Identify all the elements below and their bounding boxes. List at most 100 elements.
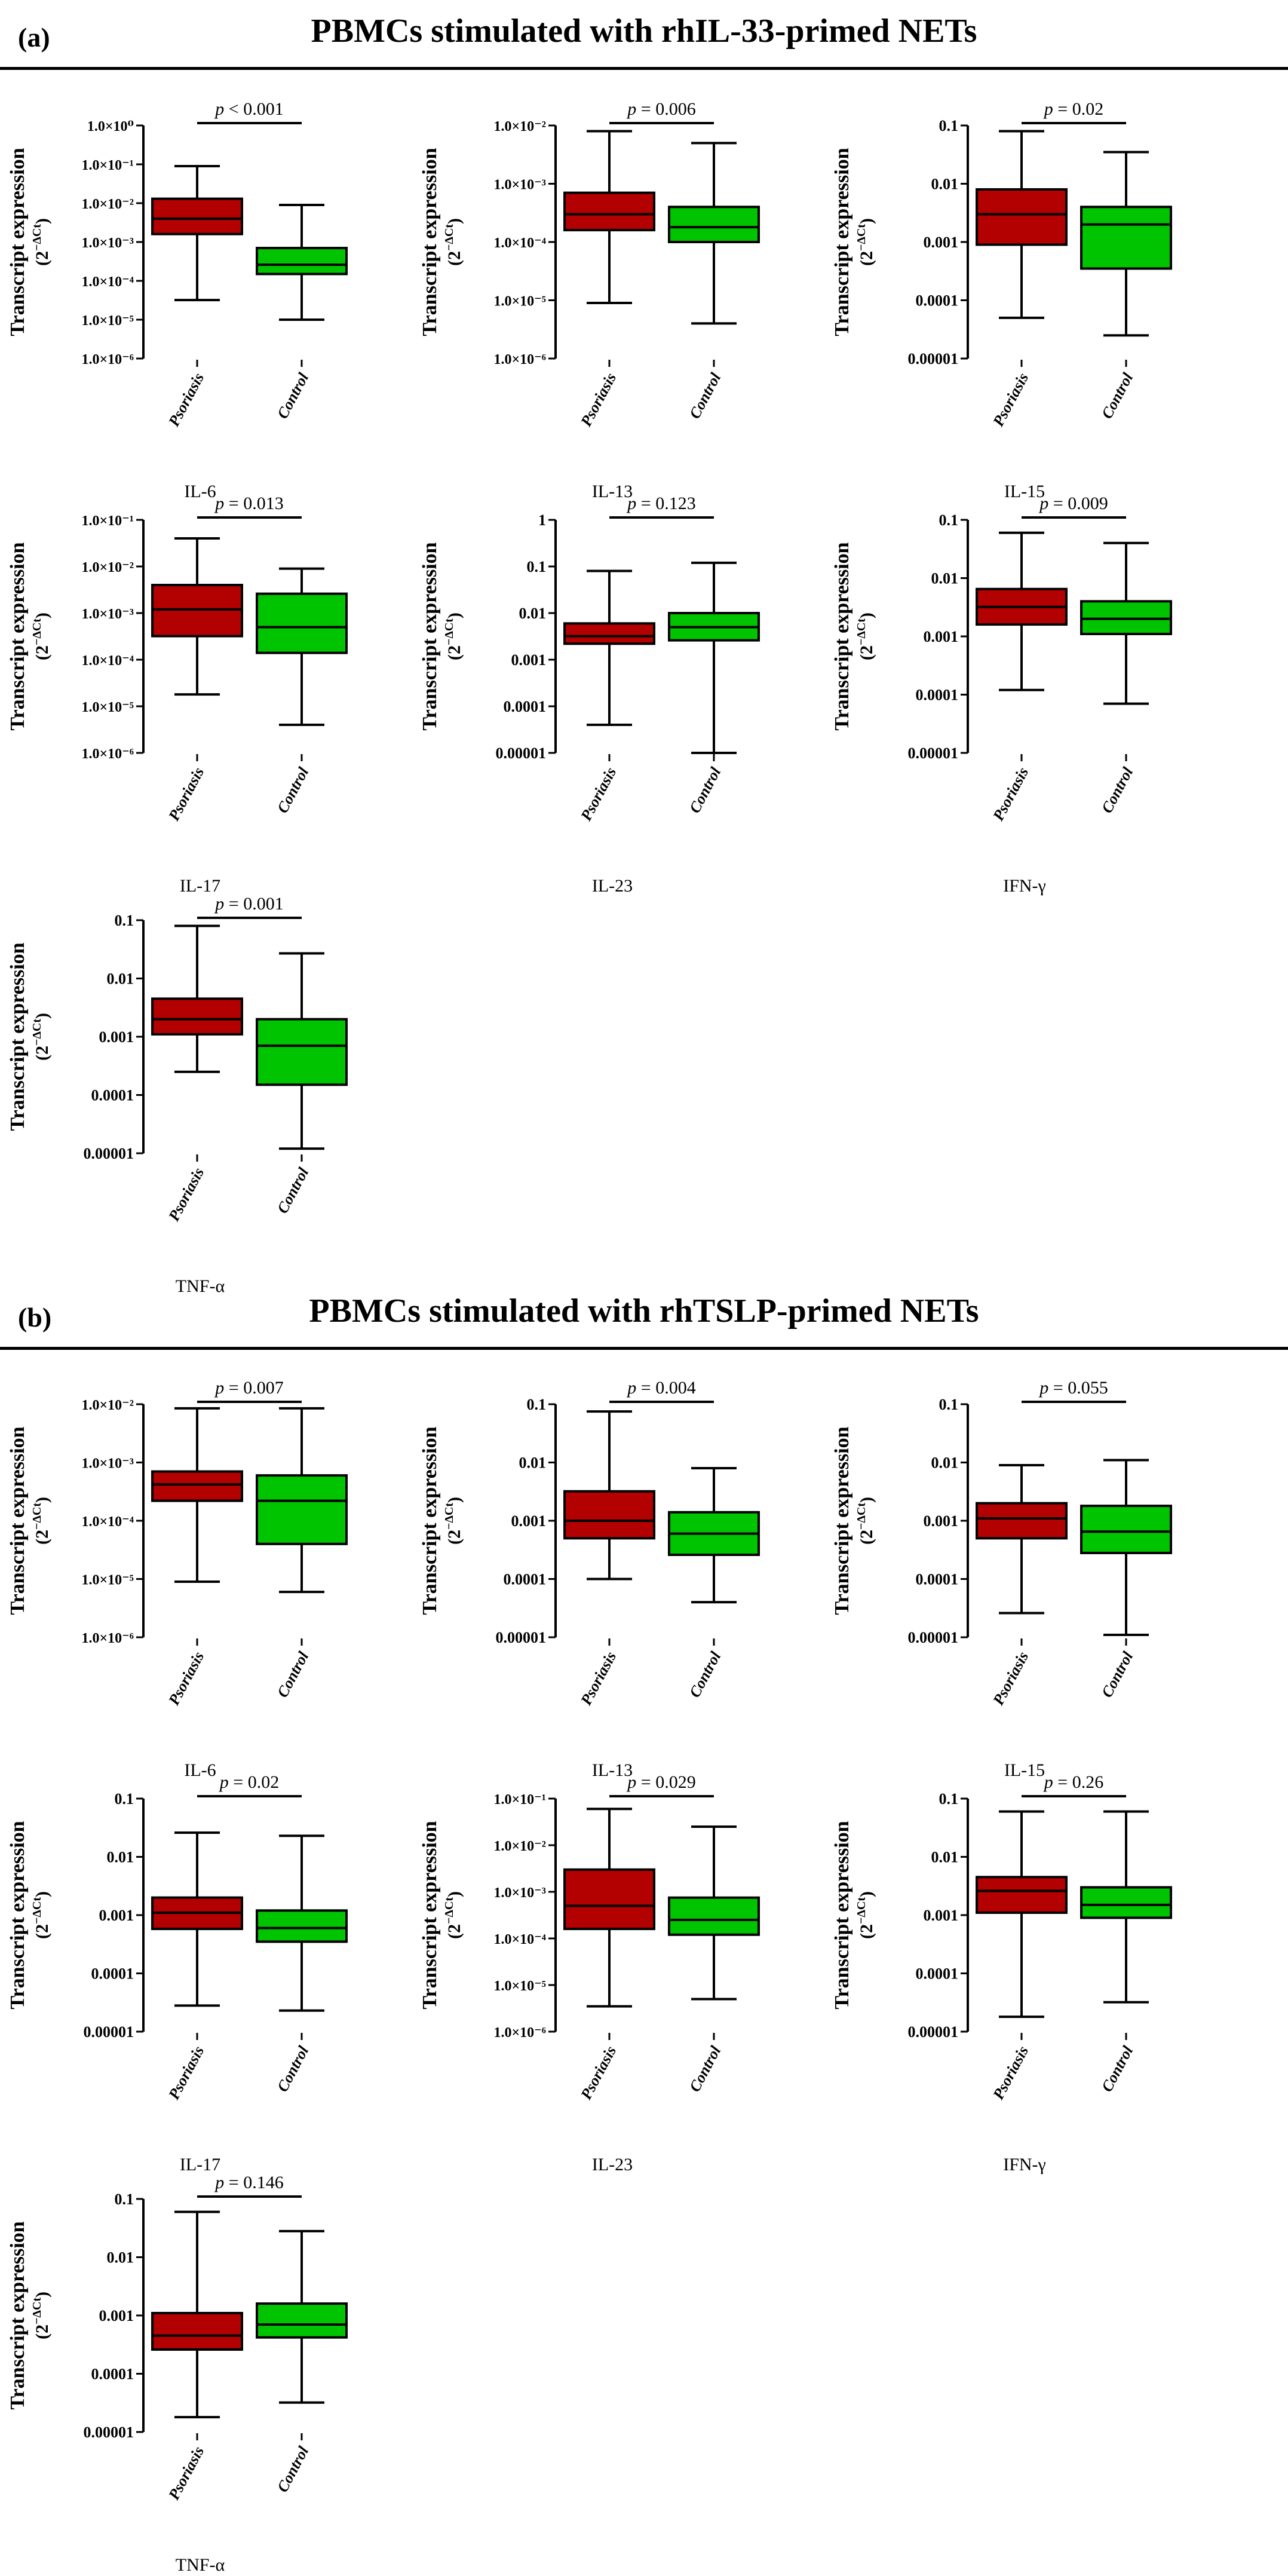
control-box [256, 1018, 348, 1086]
y-tick-label: 1.0×10⁻¹ [81, 158, 134, 173]
control-box [256, 1909, 348, 1943]
y-axis-title: Transcript expression [831, 1426, 853, 1615]
y-axis-formula-close: ) [32, 1891, 52, 1897]
y-tick-label: 1.0×10⁻⁶ [493, 2025, 546, 2041]
y-axis-formula-base: (2 [444, 645, 464, 660]
y-axis-formula-exp: −ΔCt [443, 618, 456, 645]
p-value-label: p = 0.146 [214, 2173, 283, 2192]
chart-b-il-23: 1.0×10⁻¹ 1.0×10⁻² 1.0×10⁻³ 1.0×10⁻⁴ 1.0×10⁻⁵… [419, 1772, 760, 2174]
y-tick-label: 1.0×10⁻¹ [493, 1792, 546, 1808]
y-tick-label: 1.0×10⁻³ [81, 235, 134, 251]
chart-a-il-17: 1.0×10⁻¹ 1.0×10⁻² 1.0×10⁻³ 1.0×10⁻⁴ 1.0×10⁻⁵… [7, 494, 348, 896]
x-axis-title: IL-6 [184, 482, 216, 501]
chart-a-il-15: 0.1 0.01 0.001 0.0001 0.00001 Transcript expr… [831, 99, 1172, 501]
y-axis-formula-close: ) [32, 1497, 52, 1503]
y-axis-formula-base: (2 [32, 2324, 52, 2339]
psoriasis-box [563, 622, 655, 645]
y-axis-formula-base: (2 [32, 251, 52, 266]
control-x-label: Control [1098, 1649, 1137, 1701]
psoriasis-box [151, 197, 243, 235]
y-axis-formula: (2−ΔCt) [443, 1497, 464, 1545]
control-box [256, 247, 348, 275]
control-box [256, 2302, 348, 2339]
control-box [1080, 1886, 1172, 1919]
y-tick-label: 1.0×10⁻⁵ [493, 1978, 546, 1994]
y-tick-label: 1.0×10⁻⁴ [493, 1932, 546, 1947]
y-axis-formula: (2−ΔCt) [855, 1891, 876, 1939]
panel-a-letter: (a) [18, 22, 50, 53]
y-tick-label: 1.0×10⁻⁵ [81, 313, 134, 329]
y-axis-title: Transcript expression [419, 542, 441, 730]
chart-a-il-13: 1.0×10⁻² 1.0×10⁻³ 1.0×10⁻⁴ 1.0×10⁻⁵ 1.0×10⁻⁶… [419, 99, 760, 501]
x-axis-title: IL-15 [1004, 482, 1045, 501]
y-axis-formula: (2−ΔCt) [30, 1891, 52, 1939]
p-value-label: p < 0.001 [214, 99, 283, 119]
p-value-label: p = 0.007 [214, 1378, 283, 1398]
y-axis-formula-close: ) [444, 1497, 464, 1503]
y-tick-label: 0.001 [511, 1512, 547, 1530]
y-axis-formula: (2−ΔCt) [30, 1013, 52, 1061]
y-axis-title: Transcript expression [7, 148, 29, 336]
y-axis-formula-close: ) [32, 218, 52, 224]
y-tick-label: 1.0×10⁰ [87, 119, 134, 134]
y-tick-label: 1.0×10⁻³ [493, 1885, 546, 1901]
y-tick-label: 0.01 [931, 1849, 959, 1866]
y-axis-formula: (2−ΔCt) [30, 612, 52, 660]
y-axis-title: Transcript expression [7, 1426, 29, 1615]
control-box [1080, 600, 1172, 635]
psoriasis-x-label: Psoriasis [989, 764, 1032, 824]
y-axis-formula-base: (2 [32, 1924, 52, 1939]
y-axis-formula-exp: −ΔCt [443, 224, 456, 251]
y-axis-title: Transcript expression [831, 1821, 853, 2009]
y-tick-label: 1.0×10⁻⁶ [493, 352, 546, 367]
p-value-symbol: p [1043, 99, 1053, 119]
y-tick-label: 0.001 [99, 2307, 134, 2324]
psoriasis-box [976, 1502, 1068, 1540]
p-value-text: = 0.123 [636, 494, 695, 513]
psoriasis-box [976, 1876, 1068, 1914]
chart-b-il-15: 0.1 0.01 0.001 0.0001 0.00001 Transcript expr… [831, 1378, 1172, 1780]
y-tick-label: 0.0001 [916, 1965, 959, 1983]
y-axis-formula-base: (2 [444, 1924, 464, 1939]
y-axis-title: Transcript expression [419, 148, 441, 336]
x-axis-title: IFN-γ [1003, 2155, 1046, 2174]
y-axis-formula-base: (2 [857, 645, 876, 660]
p-value-text: = 0.013 [224, 494, 283, 513]
control-x-label: Control [274, 764, 312, 816]
p-value-text: = 0.009 [1048, 494, 1108, 513]
panel-b-title: PBMCs stimulated with rhTSLP-primed NETs [309, 1292, 979, 1330]
control-box [1080, 1505, 1172, 1554]
y-axis-formula: (2−ΔCt) [30, 218, 52, 266]
p-value-symbol: p [214, 2173, 224, 2192]
y-axis-title: Transcript expression [831, 148, 853, 336]
psoriasis-x-label: Psoriasis [577, 2043, 620, 2103]
y-tick-label: 0.00001 [908, 745, 959, 762]
x-axis-title: IL-13 [592, 482, 633, 501]
y-axis-formula: (2−ΔCt) [855, 218, 876, 266]
y-tick-label: 1.0×10⁻⁴ [81, 653, 134, 669]
y-tick-label: 0.01 [107, 970, 134, 988]
y-axis-formula-exp: −ΔCt [30, 1897, 44, 1924]
y-tick-label: 0.001 [511, 651, 547, 669]
y-tick-label: 1.0×10⁻³ [493, 177, 546, 193]
y-axis-formula: (2−ΔCt) [443, 612, 464, 660]
psoriasis-box [151, 2311, 243, 2351]
y-axis-formula-close: ) [857, 218, 876, 224]
y-axis-formula-close: ) [444, 218, 464, 224]
p-value-symbol: p [214, 894, 224, 914]
y-axis-title: Transcript expression [7, 2221, 29, 2409]
panel-a-title: PBMCs stimulated with rhIL-33-primed NET… [311, 13, 977, 50]
y-tick-label: 1.0×10⁻⁶ [81, 1631, 134, 1646]
y-axis-title: Transcript expression [831, 542, 853, 730]
y-axis-formula-exp: −ΔCt [30, 1019, 44, 1046]
control-box [668, 1896, 760, 1936]
p-value-text: < 0.001 [224, 99, 283, 119]
p-value-label: p = 0.055 [1038, 1378, 1108, 1398]
control-box [256, 1474, 348, 1545]
y-tick-label: 0.1 [527, 1396, 547, 1413]
y-tick-label: 0.1 [115, 1790, 134, 1808]
y-tick-label: 0.00001 [84, 1145, 134, 1162]
p-value-label: p = 0.02 [1043, 99, 1103, 119]
y-tick-label: 1.0×10⁻⁵ [81, 700, 134, 715]
control-x-label: Control [686, 1649, 725, 1701]
